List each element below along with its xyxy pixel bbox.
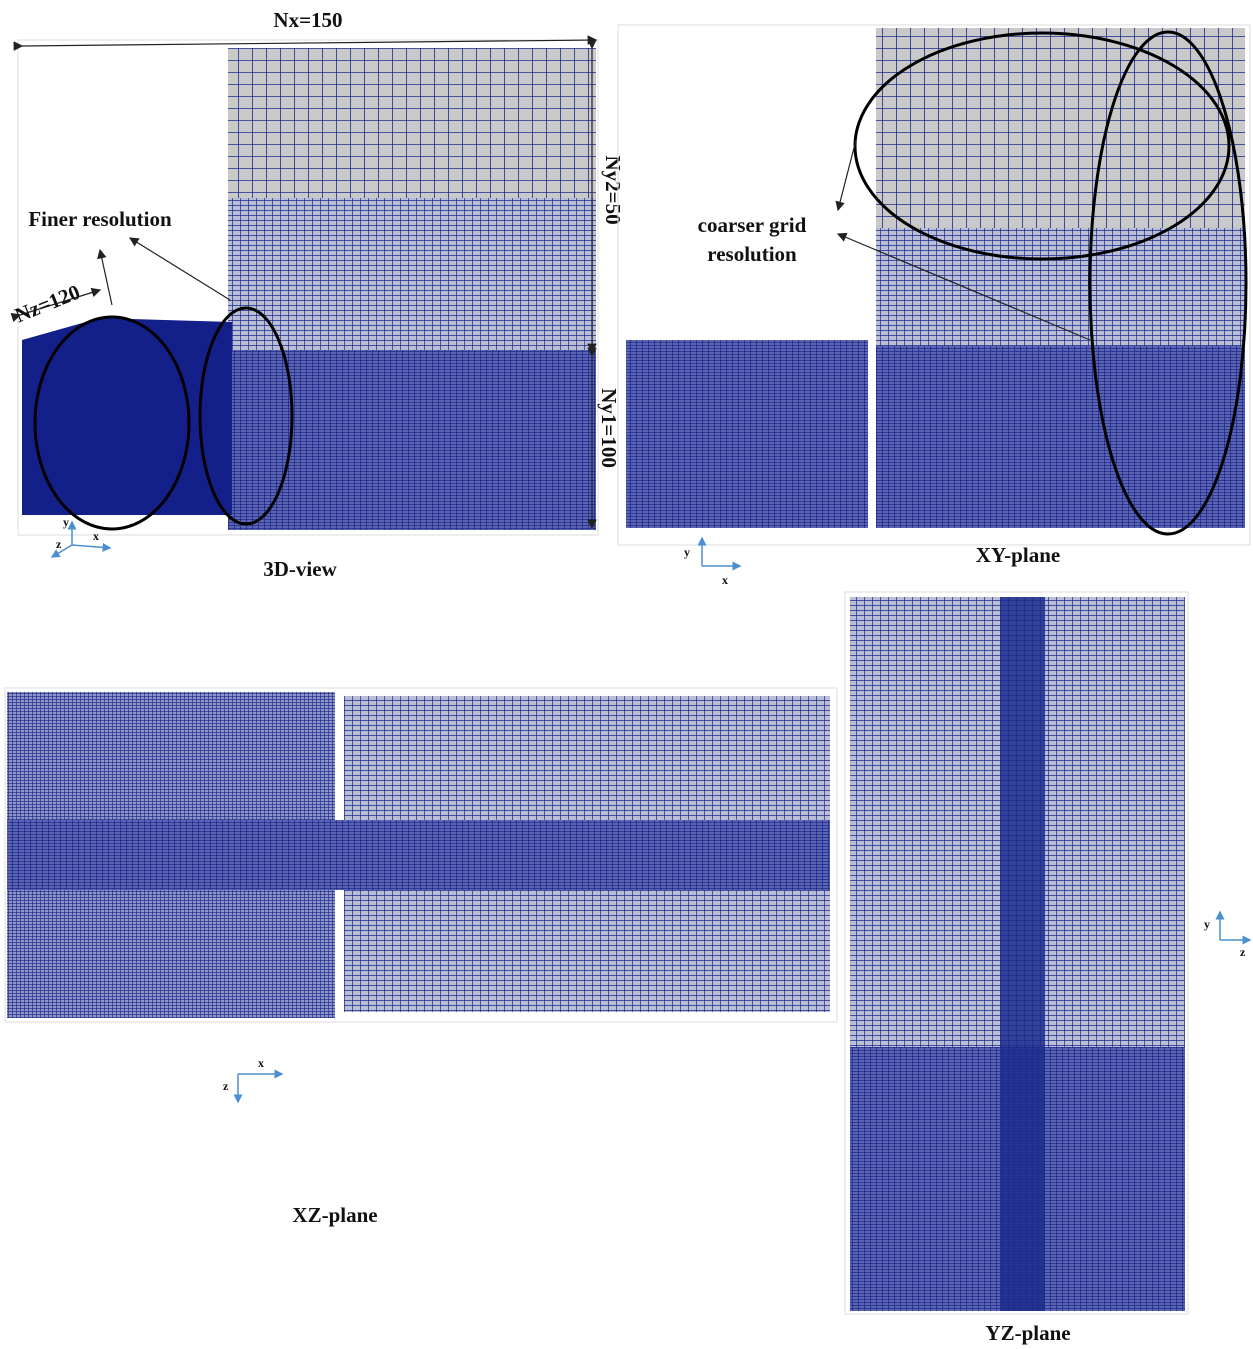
mesh <box>7 820 830 890</box>
axis-letter: y <box>63 515 69 529</box>
panel-caption: XZ-plane <box>292 1203 377 1227</box>
dimension-label: Ny1=100 <box>597 388 621 468</box>
panel-yz-plane: y z YZ-plane <box>845 592 1250 1345</box>
axis-arrow <box>72 545 110 548</box>
axis-letter: z <box>223 1079 229 1093</box>
figure: Nx=150 Ny2=50 Ny1=100 Nz=120 Finer resol… <box>0 0 1253 1349</box>
panel-3d-view: Nx=150 Ny2=50 Ny1=100 Nz=120 Finer resol… <box>11 8 625 581</box>
axis-triad: y z <box>1204 912 1250 959</box>
mesh <box>228 350 596 530</box>
axis-letter: z <box>56 537 62 551</box>
mesh <box>228 48 596 198</box>
mesh <box>876 346 1245 528</box>
axis-letter: z <box>1240 945 1246 959</box>
pointer-arrow <box>130 238 230 300</box>
mesh <box>626 340 868 528</box>
axis-letter: x <box>93 529 99 543</box>
mesh <box>876 28 1245 228</box>
annotation: coarser grid <box>698 213 807 237</box>
panel-xy-plane: coarser grid resolution y x XY-plane <box>618 25 1250 587</box>
panel-caption: YZ-plane <box>985 1321 1070 1345</box>
mesh-band <box>1000 597 1045 1311</box>
dimension-label: Nz=120 <box>11 280 83 328</box>
panel-caption: 3D-view <box>263 557 337 581</box>
annotation: resolution <box>707 242 797 266</box>
dimension-arrow <box>22 40 596 46</box>
axis-letter: y <box>1204 917 1210 931</box>
axis-letter: x <box>258 1056 264 1070</box>
panel-xz-plane: z x XZ-plane <box>5 688 837 1227</box>
axis-letter: y <box>684 545 690 559</box>
axis-triad: z x <box>223 1056 282 1102</box>
axis-letter: x <box>722 573 728 587</box>
annotation: Finer resolution <box>28 207 172 231</box>
mesh <box>876 228 1245 346</box>
mesh <box>228 198 596 350</box>
panel-caption: XY-plane <box>976 543 1060 567</box>
dimension-label: Nx=150 <box>273 8 342 32</box>
dimension-label: Ny2=50 <box>601 155 625 224</box>
pointer-arrow <box>838 140 856 210</box>
pointer-arrow <box>100 250 112 305</box>
axis-arrow <box>52 545 72 557</box>
